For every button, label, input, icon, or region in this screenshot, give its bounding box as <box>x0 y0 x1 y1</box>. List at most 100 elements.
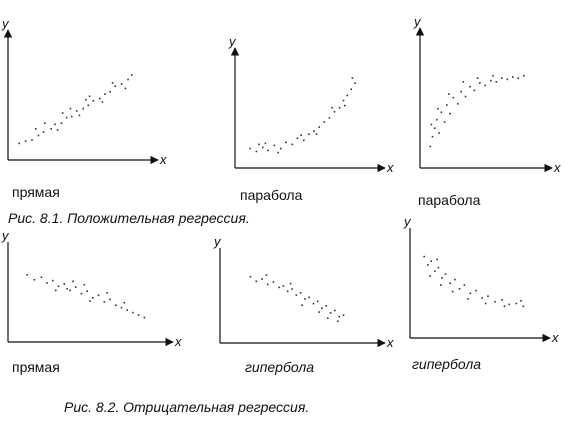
scatter-point <box>92 100 95 102</box>
scatter-point <box>327 317 329 319</box>
scatter-point <box>57 285 60 288</box>
scatter-point <box>115 304 117 306</box>
scatter-panel-1: y x прямая <box>1 16 167 200</box>
scatter-point <box>120 306 123 309</box>
scatter-point <box>479 82 481 84</box>
scatter-point <box>114 85 116 87</box>
scatter-point <box>462 81 465 83</box>
scatter-point <box>42 131 45 133</box>
scatter-point <box>444 273 447 275</box>
scatter-point <box>494 300 496 303</box>
x-axis-label: x <box>174 334 182 349</box>
x-axis-label: x <box>551 330 559 345</box>
scatter-point <box>76 110 78 112</box>
scatter-point <box>296 137 299 140</box>
scatter-point <box>78 114 81 117</box>
scatter-point <box>92 297 94 299</box>
scatter-point <box>503 305 506 308</box>
scatter-point <box>318 311 320 313</box>
scatter-point <box>249 147 251 150</box>
scatter-point <box>101 101 104 103</box>
scatter-point <box>308 133 310 135</box>
scatter-point <box>291 143 294 146</box>
scatter-point <box>301 304 303 306</box>
scatter-point <box>44 122 46 124</box>
scatter-point <box>126 309 128 311</box>
scatter-point <box>85 98 87 101</box>
scatter-point <box>69 107 72 110</box>
scatter-point <box>490 79 492 82</box>
scatter-point <box>124 87 127 90</box>
scatter-point <box>454 278 456 281</box>
scatter-panel-5: y x гипербола <box>213 234 394 375</box>
scatter-point <box>24 140 27 142</box>
scatter-point <box>443 121 446 123</box>
scatter-point <box>123 301 126 304</box>
scatter-point <box>492 74 494 77</box>
scatter-point <box>285 141 287 144</box>
scatter-point <box>463 284 466 286</box>
scatter-point <box>80 292 83 295</box>
curve-label: гипербола <box>245 359 314 375</box>
scatter-point <box>338 315 340 318</box>
scatter-point <box>495 81 498 83</box>
scatter-point <box>56 129 59 131</box>
scatter-point <box>52 279 54 282</box>
scatter-point <box>351 77 354 79</box>
scatter-point <box>249 275 252 278</box>
scatter-point <box>70 115 73 118</box>
x-axis-label: x <box>386 160 394 175</box>
scatter-point <box>522 305 525 308</box>
scatter-point <box>87 104 90 107</box>
scatter-point <box>427 264 429 266</box>
scatter-point <box>37 134 40 137</box>
scatter-point <box>278 286 280 289</box>
scatter-point <box>449 282 451 285</box>
scatter-point <box>458 288 461 290</box>
scatter-point <box>429 145 432 148</box>
scatter-point <box>481 297 483 299</box>
scatter-point <box>120 83 123 85</box>
scatter-point <box>440 111 443 114</box>
scatter-point <box>338 106 341 109</box>
scatter-point <box>441 277 443 279</box>
scatter-point <box>484 84 487 87</box>
scatter-point <box>104 93 106 95</box>
scatter-point <box>452 96 455 99</box>
scatter-point <box>18 142 20 145</box>
curve-label: прямая <box>12 359 60 375</box>
scatter-point <box>476 77 479 79</box>
x-axis-label: x <box>553 160 561 175</box>
scatter-panel-4: y x прямая <box>1 228 182 375</box>
scatter-point <box>423 255 425 258</box>
scatter-point <box>346 94 349 97</box>
scatter-point <box>464 95 467 98</box>
scatter-point <box>344 104 346 107</box>
curve-label: парабола <box>418 192 481 208</box>
scatter-point <box>82 107 84 110</box>
scatter-point <box>65 116 68 119</box>
scatter-point <box>33 279 36 281</box>
scatter-point <box>131 74 133 76</box>
scatter-point <box>262 146 264 149</box>
scatter-point <box>446 104 448 106</box>
scatter-point <box>508 303 510 306</box>
scatter-point <box>308 296 310 299</box>
scatter-point <box>337 320 339 323</box>
scatter-point <box>434 270 436 273</box>
scatter-point <box>506 78 509 81</box>
scatter-panel-2: y x парабола <box>228 34 394 203</box>
scatter-point <box>484 302 487 305</box>
scatter-point <box>438 132 440 134</box>
curve-label: гипербола <box>412 356 481 372</box>
y-axis-label: y <box>403 214 412 229</box>
scatter-point <box>520 300 522 302</box>
scatter-point <box>264 142 267 145</box>
scatter-point <box>321 307 323 309</box>
scatter-point <box>318 126 320 128</box>
scatter-point <box>512 76 514 78</box>
scatter-point <box>277 151 279 154</box>
y-axis-label: y <box>1 16 10 31</box>
scatter-point <box>137 314 140 316</box>
